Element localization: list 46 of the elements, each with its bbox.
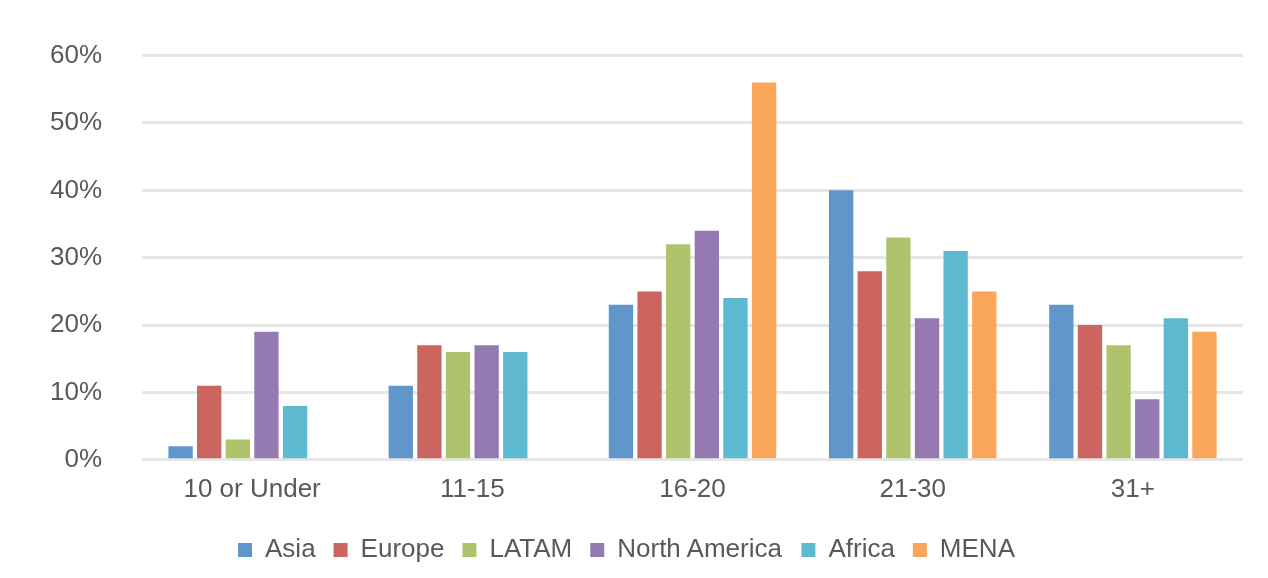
y-tick-label: 50%	[49, 106, 103, 137]
y-tick-label: 30%	[49, 240, 103, 271]
x-tick-label: 10 or Under	[183, 472, 322, 503]
bar	[197, 385, 222, 459]
bar	[503, 352, 528, 459]
legend-label: MENA	[939, 533, 1016, 564]
bar	[445, 352, 471, 459]
bar	[388, 385, 413, 459]
legend-label: Asia	[265, 533, 317, 564]
x-tick-label: 31+	[1110, 472, 1155, 503]
bar	[1192, 331, 1217, 459]
bar	[694, 230, 719, 459]
bar	[943, 250, 968, 459]
x-tick-label: 11-15	[440, 472, 505, 503]
bar	[972, 291, 997, 459]
bar	[168, 446, 193, 459]
bar	[254, 331, 279, 459]
bar	[857, 271, 882, 459]
bar	[637, 291, 662, 459]
legend-label: LATAM	[489, 533, 573, 564]
y-tick-label: 0%	[64, 442, 103, 473]
y-tick-label: 60%	[49, 38, 103, 69]
bar	[608, 304, 634, 459]
bar	[1163, 318, 1189, 459]
bar	[666, 244, 691, 459]
bar	[474, 345, 499, 459]
bar	[886, 237, 911, 459]
legend-label: Europe	[360, 533, 445, 564]
bar	[751, 82, 777, 459]
bar	[1049, 304, 1074, 459]
bar	[914, 318, 940, 459]
x-tick-label: 21-30	[879, 472, 946, 503]
legend-label: North America	[617, 533, 783, 564]
bar	[282, 405, 308, 459]
bar	[1077, 325, 1103, 459]
bar	[225, 439, 250, 459]
bar	[1135, 399, 1160, 459]
bar	[417, 345, 442, 459]
y-tick-label: 40%	[49, 173, 103, 204]
bar	[828, 190, 854, 459]
bar	[1106, 345, 1131, 459]
y-tick-label: 20%	[49, 308, 103, 339]
y-tick-label: 10%	[49, 375, 103, 406]
bar	[723, 298, 748, 459]
legend-label: Africa	[828, 533, 896, 564]
x-tick-label: 16-20	[659, 472, 726, 503]
